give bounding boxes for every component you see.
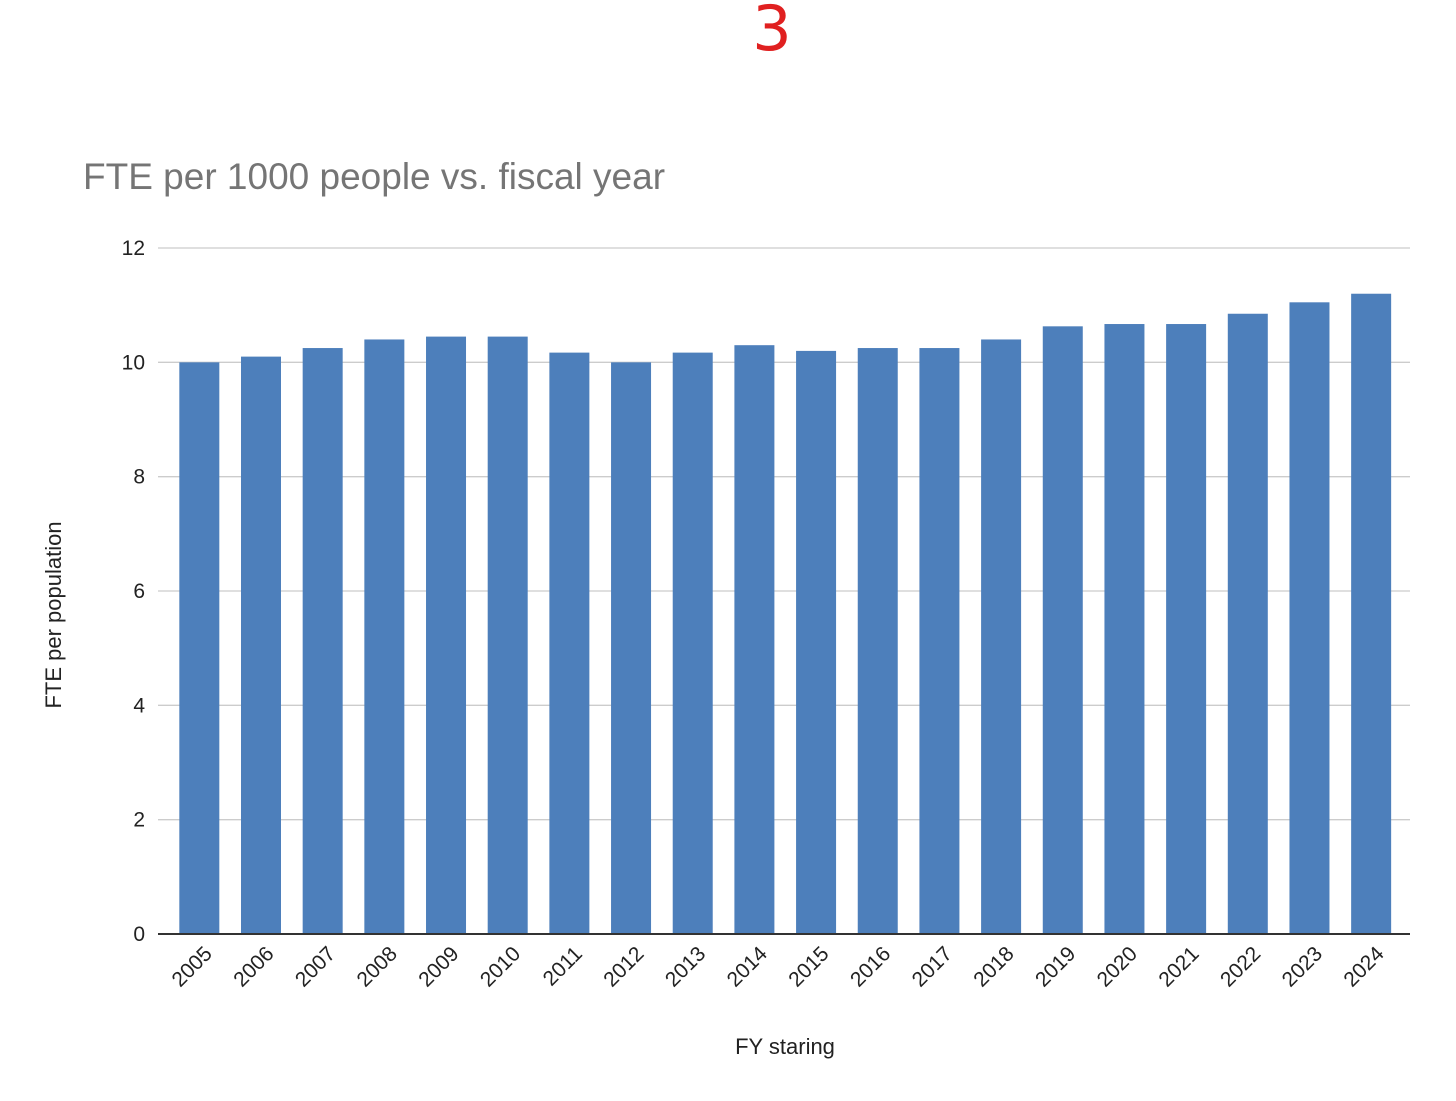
y-tick-label: 6	[133, 580, 145, 603]
y-axis-title: FTE per population	[41, 521, 66, 708]
bar-2020	[1104, 324, 1145, 934]
bar-2005	[179, 362, 220, 934]
bar-2018	[981, 339, 1022, 934]
bar-2011	[549, 352, 590, 934]
handwritten-annotation: 3	[752, 0, 791, 65]
bar-2010	[487, 336, 528, 934]
x-tick-label: 2023	[1278, 942, 1327, 991]
chart-title: FTE per 1000 people vs. fiscal year	[83, 156, 665, 197]
x-tick-label: 2017	[908, 942, 957, 991]
bar-2019	[1042, 326, 1083, 934]
y-tick-label: 8	[133, 466, 145, 489]
x-tick-label: 2015	[784, 942, 833, 991]
x-tick-label: 2006	[229, 942, 278, 991]
bar-2014	[734, 345, 775, 934]
bar-2008	[364, 339, 405, 934]
bar-2022	[1227, 313, 1268, 934]
x-tick-label: 2022	[1216, 942, 1265, 991]
x-tick-label: 2012	[599, 942, 648, 991]
x-tick-label: 2021	[1154, 942, 1203, 991]
y-tick-label: 2	[133, 809, 145, 832]
bar-2012	[611, 362, 652, 934]
x-tick-label: 2018	[969, 942, 1018, 991]
bar-2021	[1166, 324, 1207, 934]
bars	[179, 293, 1392, 935]
x-tick-label: 2008	[353, 942, 402, 991]
x-tick-label: 2005	[168, 942, 217, 991]
x-axis-ticks: 2005 2006 2007 2008 2009 2010 2011 2012 2013 2014…	[168, 942, 1389, 992]
x-tick-label: 2007	[291, 942, 340, 991]
bar-2017	[919, 348, 960, 935]
x-tick-label: 2011	[539, 942, 587, 990]
bar-2013	[672, 352, 713, 934]
x-tick-label: 2024	[1339, 942, 1389, 992]
bar-2007	[302, 348, 343, 935]
x-tick-label: 2019	[1031, 942, 1080, 991]
bar-2016	[857, 348, 898, 935]
x-axis-title: FY staring	[735, 1034, 835, 1059]
bar-2006	[240, 356, 281, 934]
y-tick-label: 0	[133, 923, 145, 946]
bar-2024	[1351, 293, 1392, 934]
x-tick-label: 2009	[414, 942, 463, 991]
bar-2009	[426, 336, 467, 934]
y-tick-label: 10	[122, 351, 145, 374]
x-tick-label: 2010	[476, 942, 525, 991]
y-axis-ticks: 0 2 4 6 8 10 12	[122, 237, 146, 946]
y-tick-label: 12	[122, 237, 145, 260]
x-tick-label: 2014	[723, 942, 773, 992]
bar-2015	[796, 350, 837, 934]
x-tick-label: 2016	[846, 942, 895, 991]
gridlines	[158, 247, 1410, 821]
bar-2023	[1289, 302, 1330, 934]
x-tick-label: 2020	[1093, 942, 1142, 991]
x-tick-label: 2013	[661, 942, 710, 991]
y-tick-label: 4	[133, 694, 145, 717]
